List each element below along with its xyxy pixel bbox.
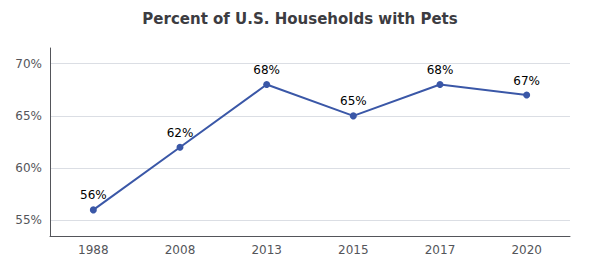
svg-text:68%: 68%	[253, 63, 280, 77]
svg-text:68%: 68%	[427, 63, 454, 77]
svg-text:1988: 1988	[78, 243, 109, 257]
svg-text:2015: 2015	[338, 243, 369, 257]
svg-text:56%: 56%	[80, 188, 107, 202]
svg-text:67%: 67%	[513, 74, 540, 88]
svg-text:2020: 2020	[511, 243, 542, 257]
svg-text:60%: 60%	[15, 161, 42, 175]
svg-text:2013: 2013	[251, 243, 282, 257]
svg-text:2017: 2017	[425, 243, 456, 257]
svg-text:65%: 65%	[340, 94, 367, 108]
svg-text:70%: 70%	[15, 57, 42, 71]
svg-text:Percent of U.S. Households wit: Percent of U.S. Households with Pets	[142, 10, 457, 28]
svg-text:55%: 55%	[15, 213, 42, 227]
svg-text:65%: 65%	[15, 109, 42, 123]
svg-text:62%: 62%	[167, 126, 194, 140]
svg-text:2008: 2008	[165, 243, 196, 257]
